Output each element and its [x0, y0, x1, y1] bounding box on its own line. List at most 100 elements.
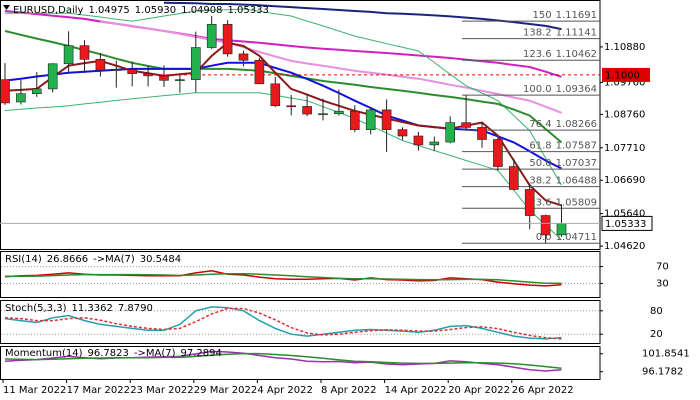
fib-ratio: 61.8	[529, 141, 551, 152]
fib-ratio: 38.2	[529, 176, 551, 187]
x-tick-label: 4 Apr 2022	[257, 385, 312, 396]
fib-ratio: 50.0	[529, 158, 551, 169]
indicator-name: RSI(14)	[5, 254, 42, 265]
candle-body	[95, 59, 106, 71]
candle-body	[79, 45, 90, 60]
fib-label: 123.6 1.10462	[523, 49, 597, 60]
indicator-value: 7.8790	[118, 303, 153, 314]
chart-title: EURUSD,Daily 1.04975 1.05930 1.04908 1.05333	[13, 5, 269, 16]
candle-body	[381, 109, 392, 130]
fib-label: 38.2 1.06488	[529, 176, 597, 187]
indicator-value: 11.3362	[71, 303, 112, 314]
x-tick-label: 17 Mar 2022	[67, 385, 130, 396]
candle-body	[238, 53, 249, 61]
fib-price: 1.11691	[556, 10, 597, 21]
y-tick-label: 1.09760	[604, 78, 645, 89]
fib-ratio: 0.0	[536, 232, 552, 243]
candle-body	[540, 215, 551, 236]
y-tick-label: 1.05640	[604, 209, 645, 220]
series-line	[5, 8, 562, 186]
fib-ratio: 23.6	[529, 197, 551, 208]
fib-ratio: 150	[533, 10, 552, 21]
momentum-panel-frame	[0, 346, 601, 380]
stoch-panel-frame	[0, 300, 601, 344]
candle-body	[270, 83, 281, 107]
y-tick-label: 1.07710	[604, 143, 645, 154]
indicator-header: RSI(14) 26.8666 ->MA(7) 30.5484	[5, 254, 181, 265]
fib-label: 76.4 1.08266	[529, 119, 597, 130]
level-price-box	[602, 67, 650, 82]
fib-price: 1.09364	[556, 84, 597, 95]
fib-label: 50.0 1.07037	[529, 158, 597, 169]
candle-body	[47, 63, 58, 90]
y-tick-label: 30	[656, 278, 669, 289]
indicator-header: Stoch(5,3,3) 11.3362 7.8790	[5, 303, 153, 314]
fib-price: 1.11141	[556, 28, 597, 39]
candle-body	[349, 110, 360, 130]
x-tick-label: 11 Mar 2022	[3, 385, 66, 396]
fib-price: 1.05809	[556, 197, 597, 208]
candle-body	[365, 109, 376, 130]
candle-body	[31, 88, 42, 94]
ohlc-value: 1.05333	[228, 5, 269, 16]
x-tick-label: 29 Mar 2022	[194, 385, 257, 396]
candle-body	[175, 79, 185, 81]
x-tick-label: 23 Mar 2022	[130, 385, 193, 396]
candle-body	[0, 79, 10, 104]
level-price-label: 1.1000	[605, 70, 640, 81]
ohlc-value: 1.04975	[88, 5, 129, 16]
fib-price: 1.08266	[556, 119, 597, 130]
last-price-label: 1.05333	[605, 219, 646, 230]
indicator-value: 96.7823	[88, 348, 129, 359]
candle-body	[493, 139, 503, 167]
candle-body	[159, 75, 169, 81]
indicator-name: ->MA(7)	[93, 254, 135, 265]
candle-body	[413, 135, 424, 146]
candle-body	[524, 189, 535, 216]
fib-ratio: 123.6	[523, 49, 552, 60]
y-tick-label: 1.06690	[604, 175, 645, 186]
rsi-panel-frame	[0, 251, 601, 298]
fib-label: 23.6 1.05809	[529, 197, 597, 208]
indicator-value: 26.8666	[47, 254, 88, 265]
series-line	[4, 352, 562, 369]
candle-body	[445, 122, 456, 143]
indicator-value: 30.5484	[140, 254, 181, 265]
series-line	[4, 306, 562, 340]
fib-label: 150 1.11691	[533, 10, 597, 21]
last-price-box	[601, 215, 653, 231]
ohlc-value: 1.04908	[181, 5, 222, 16]
candle-body	[222, 24, 233, 55]
main-panel-frame	[0, 0, 601, 250]
y-tick-label: 80	[650, 306, 663, 317]
fib-price: 1.10462	[556, 49, 597, 60]
series-line	[4, 92, 562, 241]
fib-ratio: 100.0	[523, 84, 552, 95]
series-line	[5, 272, 562, 284]
y-tick-label: 1.04620	[604, 241, 645, 252]
indicator-value: 97.2894	[181, 348, 222, 359]
series-line	[163, 1, 562, 31]
candle-body	[127, 69, 137, 74]
ohlc-value: 1.05930	[135, 5, 176, 16]
x-tick-label: 8 Apr 2022	[321, 385, 376, 396]
y-tick-label: 70	[656, 262, 669, 273]
x-tick-label: 26 Apr 2022	[512, 385, 574, 396]
fib-label: 0.0 1.04711	[536, 232, 597, 243]
collapse-icon	[3, 5, 10, 10]
candle-body	[302, 106, 312, 115]
x-tick-label: 20 Apr 2022	[448, 385, 510, 396]
y-tick-label: 96.1782	[642, 367, 683, 378]
candle-body	[254, 59, 265, 85]
fib-label: 61.8 1.07587	[529, 141, 597, 152]
fib-price: 1.07037	[556, 158, 597, 169]
fib-ratio: 76.4	[529, 119, 551, 130]
fib-price: 1.04711	[556, 232, 597, 243]
indicator-name: Momentum(14)	[5, 348, 83, 359]
y-tick-label: 1.10880	[604, 42, 645, 53]
candle-body	[429, 141, 440, 146]
y-tick-label: 101.8541	[642, 349, 690, 360]
candle-body	[397, 129, 408, 137]
candle-body	[477, 127, 487, 140]
